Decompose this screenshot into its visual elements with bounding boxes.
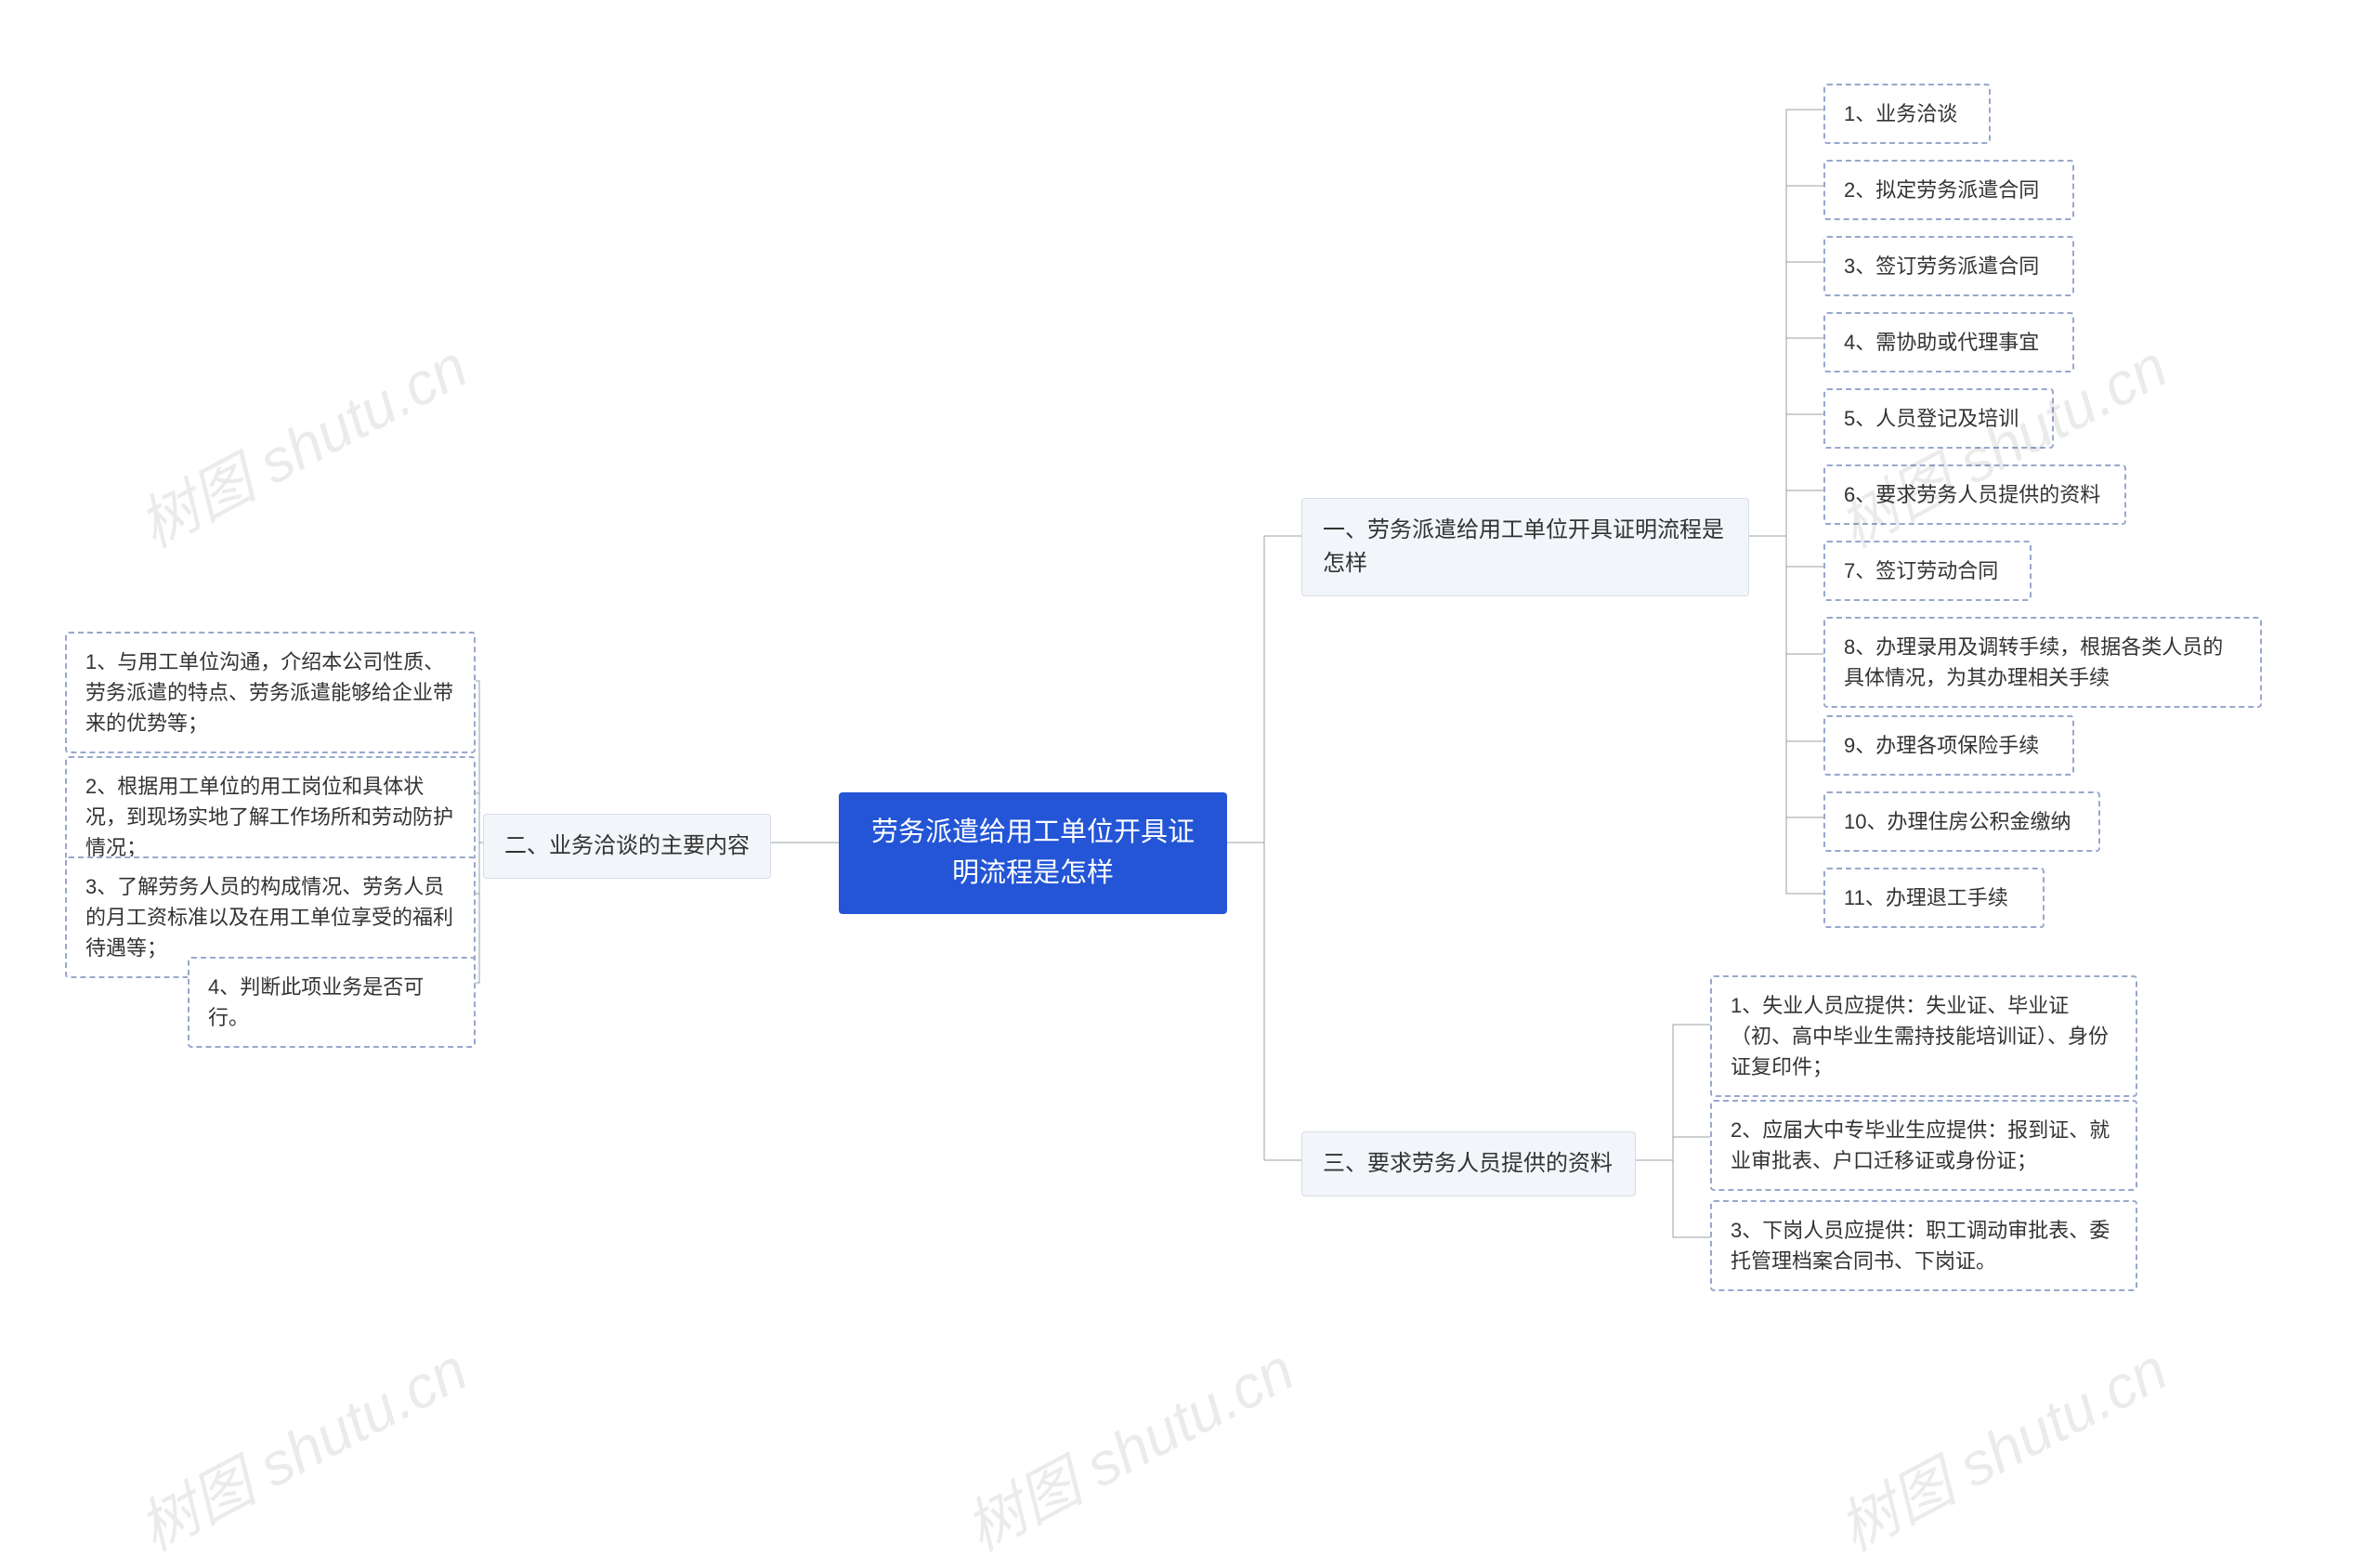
watermark-3: 树图 shutu.cn [122, 1323, 480, 1567]
leaf-node-1-6: 6、要求劳务人员提供的资料 [1823, 464, 2126, 525]
leaf-node-3-1: 1、失业人员应提供：失业证、毕业证（初、高中毕业生需持技能培训证）、身份证复印件… [1710, 975, 2137, 1097]
leaf-node-1-5: 5、人员登记及培训 [1823, 388, 2054, 449]
branch-node-1: 一、劳务派遣给用工单位开具证明流程是怎样 [1301, 498, 1749, 596]
leaf-node-1-9: 9、办理各项保险手续 [1823, 715, 2074, 776]
root-node: 劳务派遣给用工单位开具证明流程是怎样 [839, 792, 1227, 914]
watermark-1: 树图 shutu.cn [122, 320, 480, 564]
leaf-node-3-3: 3、下岗人员应提供：职工调动审批表、委托管理档案合同书、下岗证。 [1710, 1200, 2137, 1291]
leaf-node-1-3: 3、签订劳务派遣合同 [1823, 236, 2074, 296]
leaf-node-3-2: 2、应届大中专毕业生应提供：报到证、就业审批表、户口迁移证或身份证； [1710, 1100, 2137, 1191]
branch-node-3: 三、要求劳务人员提供的资料 [1301, 1131, 1636, 1196]
leaf-node-2-4: 4、判断此项业务是否可行。 [188, 957, 476, 1048]
leaf-node-1-8: 8、办理录用及调转手续，根据各类人员的具体情况，为其办理相关手续 [1823, 617, 2262, 708]
leaf-node-1-1: 1、业务洽谈 [1823, 84, 1991, 144]
leaf-node-1-10: 10、办理住房公积金缴纳 [1823, 791, 2100, 852]
branch-node-2: 二、业务洽谈的主要内容 [483, 814, 771, 879]
leaf-node-1-4: 4、需协助或代理事宜 [1823, 312, 2074, 372]
watermark-5: 树图 shutu.cn [1822, 1323, 2180, 1567]
leaf-node-1-7: 7、签订劳动合同 [1823, 541, 2032, 601]
leaf-node-1-11: 11、办理退工手续 [1823, 868, 2045, 928]
mindmap-canvas: 劳务派遣给用工单位开具证明流程是怎样 一、劳务派遣给用工单位开具证明流程是怎样 1、… [0, 0, 2378, 1529]
leaf-node-2-1: 1、与用工单位沟通，介绍本公司性质、劳务派遣的特点、劳务派遣能够给企业带来的优势… [65, 632, 476, 753]
leaf-node-1-2: 2、拟定劳务派遣合同 [1823, 160, 2074, 220]
watermark-4: 树图 shutu.cn [948, 1323, 1307, 1567]
